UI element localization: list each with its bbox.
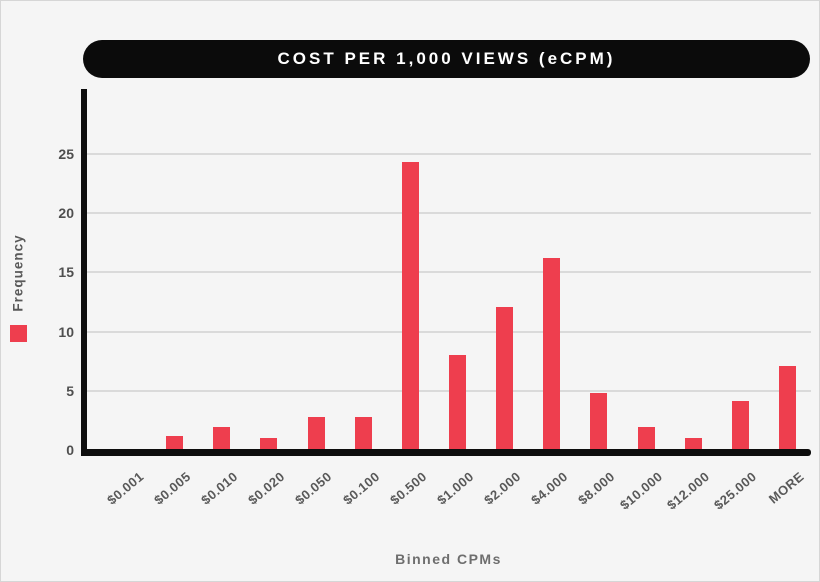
x-axis-line	[81, 449, 811, 456]
bar-$25.000	[731, 401, 749, 450]
x-label-slot: $2.000	[481, 457, 528, 527]
bar-$0.050	[307, 417, 325, 450]
x-tick-label-$0.001: $0.001	[103, 468, 147, 508]
x-tick-label-$0.005: $0.005	[151, 468, 194, 508]
bar-slot-$4.000	[528, 91, 575, 450]
bar-slot-$8.000	[575, 91, 622, 450]
y-tick-label-25: 25	[58, 145, 74, 162]
y-tick-label-15: 15	[58, 264, 74, 281]
bar-slot-$25.000	[717, 91, 764, 450]
x-tick-label-$25.000: $25.000	[710, 468, 760, 513]
x-tick-label-$0.010: $0.010	[198, 468, 241, 508]
bar-slot-$0.005	[151, 91, 198, 450]
x-label-slot: $25.000	[711, 457, 764, 527]
bar-$1.000	[449, 355, 467, 450]
y-tick-label-0: 0	[66, 442, 74, 458]
x-label-slot: $0.050	[293, 457, 340, 527]
bar-slot-$0.020	[245, 91, 292, 450]
bar-$0.100	[354, 417, 372, 450]
bar-slot-$1.000	[434, 91, 481, 450]
gridline-20	[86, 212, 811, 215]
x-axis-title: Binned CPMs	[395, 551, 502, 567]
x-label-slot: $0.001	[104, 457, 151, 527]
x-tick-label-$12.000: $12.000	[663, 468, 713, 513]
x-label-slot: MORE	[764, 457, 811, 527]
x-label-slot: $0.010	[198, 457, 245, 527]
bar-slot-$0.500	[387, 91, 434, 450]
x-tick-label-$1.000: $1.000	[433, 468, 477, 508]
x-label-slot: $0.100	[340, 457, 387, 527]
bar-$0.005	[166, 436, 184, 450]
y-tick-label-5: 5	[66, 382, 74, 399]
x-tick-label-$8.000: $8.000	[575, 468, 618, 508]
gridline-15	[86, 271, 811, 274]
y-tick-label-10: 10	[58, 323, 74, 340]
bar-slot-$12.000	[670, 91, 717, 450]
x-tick-label-$2.000: $2.000	[481, 468, 524, 508]
x-label-slot: $4.000	[528, 457, 575, 527]
x-label-slot: $10.000	[617, 457, 670, 527]
x-tick-label-$0.100: $0.100	[339, 468, 383, 508]
x-label-slot: $0.500	[387, 457, 434, 527]
x-label-slot: $0.005	[151, 457, 198, 527]
bar-slot-$10.000	[623, 91, 670, 450]
gridline-10	[86, 330, 811, 333]
y-axis-line	[81, 89, 87, 456]
x-axis-labels: $0.001 $0.005 $0.010 $0.020 $0.050 $0.100 $0.5…	[86, 457, 811, 527]
bar-$12.000	[684, 438, 702, 450]
chart-title-banner: COST PER 1,000 VIEWS (eCPM)	[83, 40, 810, 78]
gridline-25	[86, 152, 811, 155]
bar-MORE	[779, 366, 797, 450]
bar-slot-MORE	[764, 91, 811, 450]
x-tick-label-$4.000: $4.000	[528, 468, 571, 508]
x-label-slot: $8.000	[575, 457, 622, 527]
bar-slot-$0.010	[198, 91, 245, 450]
x-tick-label-MORE: MORE	[765, 468, 807, 507]
bar-slot-$0.050	[293, 91, 340, 450]
x-tick-label-$0.500: $0.500	[386, 468, 430, 508]
bar-$0.020	[260, 438, 278, 450]
legend-frequency-swatch	[10, 325, 27, 342]
bar-$2.000	[496, 307, 514, 450]
bar-$0.010	[213, 427, 231, 450]
bar-slot-$0.100	[340, 91, 387, 450]
x-tick-label-$0.020: $0.020	[245, 468, 288, 508]
x-label-slot: $12.000	[664, 457, 717, 527]
bar-$4.000	[543, 258, 561, 450]
x-label-slot: $1.000	[434, 457, 481, 527]
bar-slot-$0.001	[104, 91, 151, 450]
bars-container	[86, 91, 811, 450]
bar-slot-$2.000	[481, 91, 528, 450]
bar-$0.500	[401, 162, 419, 450]
gridline-5	[86, 389, 811, 392]
plot-area	[86, 91, 811, 450]
x-tick-label-$10.000: $10.000	[616, 468, 665, 513]
chart-title: COST PER 1,000 VIEWS (eCPM)	[277, 49, 616, 68]
bar-$10.000	[637, 427, 655, 450]
y-axis-ticks: 0 5 10 15 20 25	[1, 91, 74, 458]
bar-$8.000	[590, 393, 608, 450]
y-tick-label-20: 20	[58, 205, 74, 222]
x-tick-label-$0.050: $0.050	[292, 468, 335, 508]
x-label-slot: $0.020	[245, 457, 292, 527]
